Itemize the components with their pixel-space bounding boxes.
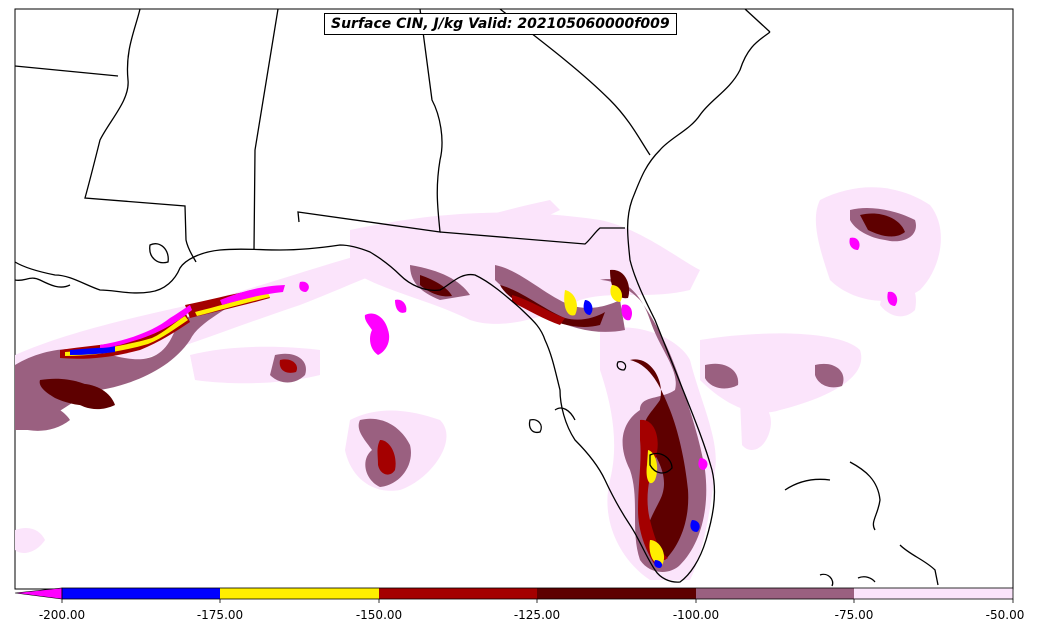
map-boundaries xyxy=(14,8,939,587)
colorbar-segment-darkred xyxy=(537,588,696,599)
colorbar-outline xyxy=(61,587,1014,600)
colorbar-tick-label: -100.00 xyxy=(672,608,720,622)
colorbar-tick-label: -150.00 xyxy=(355,608,403,622)
colorbar-segment-lightpink xyxy=(854,588,1013,599)
colorbar-extend-low xyxy=(14,587,63,600)
colorbar-tick-label: -175.00 xyxy=(196,608,244,622)
colorbar-tick-label: -75.00 xyxy=(834,608,874,622)
colorbar-segment-red xyxy=(379,588,537,599)
map-title: Surface CIN, J/kg Valid: 202105060000f00… xyxy=(324,13,677,35)
colorbar-tick-label: -200.00 xyxy=(38,608,86,622)
colorbar-segment-blue xyxy=(62,588,220,599)
colorbar-segment-mauve xyxy=(696,588,854,599)
colorbar-tick-label: -50.00 xyxy=(985,608,1025,622)
colorbar-tick-label: -125.00 xyxy=(513,608,561,622)
colorbar-segment-yellow xyxy=(220,588,379,599)
cin-contour-field xyxy=(15,187,941,580)
colorbar xyxy=(14,587,1014,603)
